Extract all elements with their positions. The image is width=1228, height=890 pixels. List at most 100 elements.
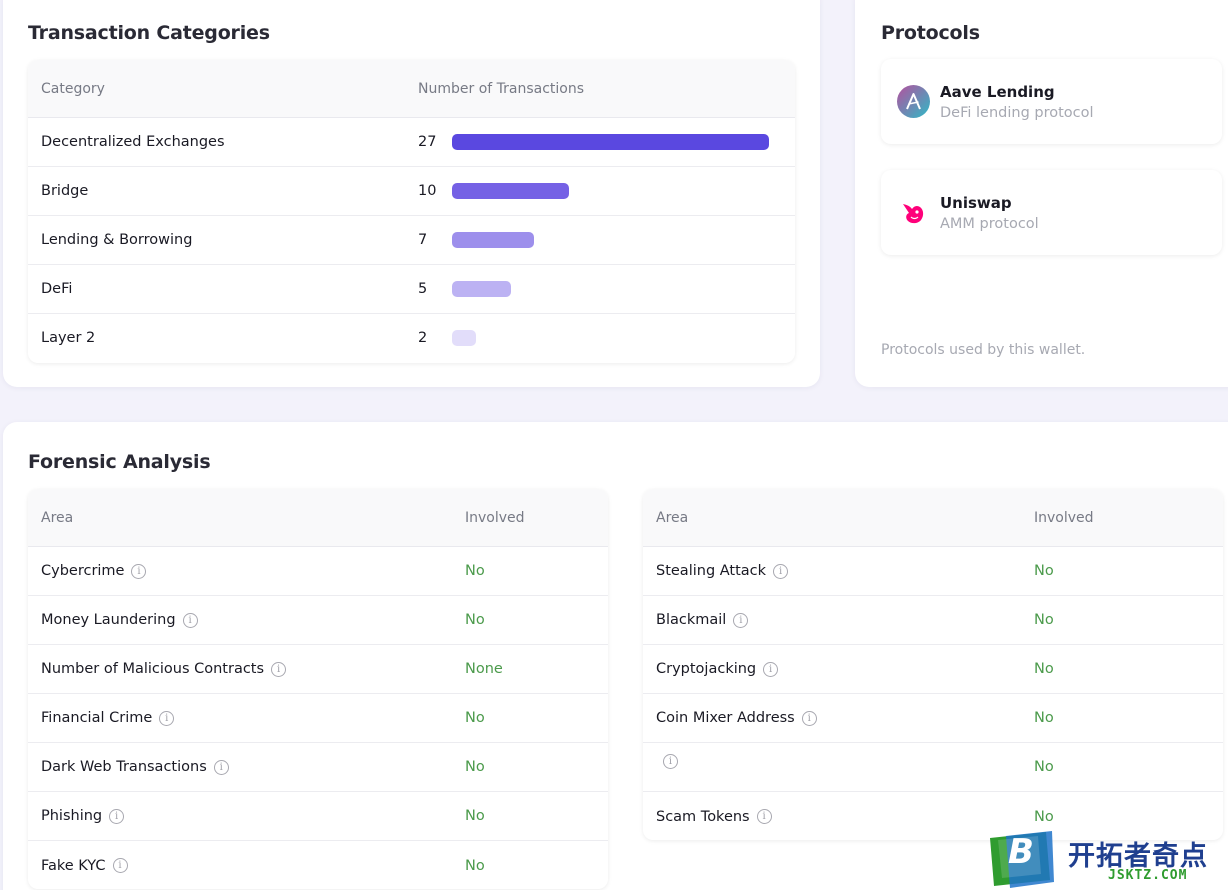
forensic-row: Money Laundering i No [28, 596, 608, 645]
forensic-area-label: Fake KYC [41, 857, 106, 874]
col-header-involved: Involved [465, 509, 525, 526]
watermark-letter: B [1008, 832, 1034, 872]
category-name: Lending & Borrowing [41, 232, 193, 248]
col-header-category: Category [41, 80, 105, 97]
forensic-involved-value: No [465, 710, 485, 726]
forensic-area: Phishing i [28, 808, 465, 824]
protocol-description: DeFi lending protocol [940, 104, 1094, 121]
forensic-area-label: Blackmail [656, 612, 727, 628]
category-name: DeFi [41, 281, 73, 297]
transaction-categories-card: Transaction Categories Category Number o… [3, 0, 820, 387]
forensic-table-left: Area Involved Cybercrime i No Money Launder… [28, 489, 608, 889]
info-icon[interactable]: i [131, 563, 147, 579]
categories-table-body: Decentralized Exchanges 27 Bridge 10 Lending… [28, 118, 795, 362]
category-count-bar [452, 134, 769, 150]
forensic-area: Financial Crime i [28, 710, 465, 726]
forensic-involved-value: No [465, 759, 485, 775]
forensic-area-label: Stealing Attack [656, 563, 767, 579]
forensic-right-body: Stealing Attack i No Blackmail i No Cryptojack… [643, 547, 1223, 840]
category-count: 2 [418, 330, 428, 346]
forensic-area: Stealing Attack i [643, 563, 1034, 579]
forensic-right-header: Area Involved [643, 489, 1223, 547]
forensic-row: Cybercrime i No [28, 547, 608, 596]
watermark-cn-text: 开拓者奇点 [1068, 841, 1208, 872]
forensic-involved-value: No [1034, 808, 1054, 825]
forensic-involved-value: No [465, 612, 485, 628]
category-count: 5 [418, 281, 428, 297]
site-watermark-logo: B 开拓者奇点 JSKTZ.COM [988, 830, 1220, 890]
category-count: 10 [418, 183, 437, 199]
category-row: Bridge 10 [28, 167, 795, 216]
protocol-card-aave[interactable]: Aave Lending DeFi lending protocol [881, 59, 1222, 144]
forensic-row: Phishing i No [28, 792, 608, 841]
forensic-involved-value: No [465, 563, 485, 579]
forensic-analysis-title: Forensic Analysis [28, 451, 211, 473]
forensic-area-label: Financial Crime [41, 710, 153, 726]
protocol-name: Aave Lending [940, 82, 1055, 101]
forensic-involved-value: No [465, 857, 485, 874]
forensic-involved-value: No [1034, 710, 1054, 726]
info-icon[interactable]: i [182, 612, 198, 628]
transaction-categories-title: Transaction Categories [28, 22, 270, 44]
info-icon[interactable]: i [213, 759, 229, 775]
category-row: DeFi 5 [28, 265, 795, 314]
col-header-area: Area [656, 509, 689, 526]
protocols-footer-note: Protocols used by this wallet. [881, 342, 1086, 358]
forensic-involved-value: No [1034, 563, 1054, 579]
category-row: Decentralized Exchanges 27 [28, 118, 795, 167]
forensic-area: Blackmail i [643, 612, 1034, 628]
category-count-bar [452, 232, 534, 248]
info-icon[interactable]: i [112, 858, 128, 873]
forensic-row: Stealing Attack i No [643, 547, 1223, 596]
watermark-url-text: JSKTZ.COM [1108, 868, 1188, 883]
forensic-area: Number of Malicious Contracts i [28, 661, 465, 677]
forensic-left-body: Cybercrime i No Money Laundering i No Number o… [28, 547, 608, 889]
info-icon[interactable]: i [801, 710, 817, 726]
forensic-area-label: Coin Mixer Address [656, 710, 795, 726]
forensic-area: Scam Tokens i [643, 809, 1034, 825]
forensic-row: Dark Web Transactions i No [28, 743, 608, 792]
forensic-involved-value: No [465, 808, 485, 824]
forensic-area: Money Laundering i [28, 612, 465, 628]
category-name: Layer 2 [41, 330, 96, 346]
category-name: Bridge [41, 183, 89, 199]
info-icon[interactable]: i [271, 661, 287, 677]
info-icon[interactable]: i [109, 808, 125, 824]
forensic-area-label: Dark Web Transactions [41, 759, 207, 775]
forensic-analysis-card: Forensic Analysis Area Involved Cybercri… [3, 422, 1228, 890]
info-icon[interactable]: i [756, 809, 772, 824]
info-icon[interactable]: i [733, 612, 749, 628]
forensic-table-right: Area Involved Stealing Attack i No Blackmai… [643, 489, 1223, 840]
aave-icon [897, 85, 930, 118]
forensic-area-label: Scam Tokens [656, 808, 750, 825]
forensic-involved-value: None [465, 661, 503, 677]
info-icon[interactable]: i [763, 661, 779, 677]
forensic-row: Blackmail i No [643, 596, 1223, 645]
forensic-area-label: Cryptojacking [656, 661, 757, 677]
protocols-title: Protocols [881, 22, 980, 44]
category-name: Decentralized Exchanges [41, 134, 225, 150]
info-icon[interactable]: i [773, 563, 789, 579]
info-icon[interactable]: i [159, 710, 175, 726]
category-count: 27 [418, 134, 437, 150]
protocol-description: AMM protocol [940, 215, 1039, 232]
forensic-area: Dark Web Transactions i [28, 759, 465, 775]
forensic-area: Cybercrime i [28, 563, 465, 579]
forensic-row: Fake KYC i No [28, 841, 608, 889]
forensic-row: Number of Malicious Contracts i None [28, 645, 608, 694]
forensic-row: Coin Mixer Address i No [643, 694, 1223, 743]
category-row: Layer 2 2 [28, 314, 795, 362]
forensic-area: Fake KYC i [28, 858, 465, 874]
col-header-count: Number of Transactions [418, 80, 585, 97]
info-icon[interactable]: i [663, 753, 678, 769]
forensic-area-label: Cybercrime [41, 563, 125, 579]
categories-table: Category Number of Transactions Decentra… [28, 60, 795, 363]
col-header-area: Area [41, 509, 74, 526]
forensic-involved-value: No [1034, 661, 1054, 677]
forensic-involved-value: No [1034, 759, 1054, 775]
forensic-row: Scam Tokens i No [643, 792, 1223, 840]
category-count-bar [452, 330, 476, 346]
forensic-left-header: Area Involved [28, 489, 608, 547]
categories-table-header: Category Number of Transactions [28, 60, 795, 118]
protocol-card-uniswap[interactable]: Uniswap AMM protocol [881, 170, 1222, 255]
